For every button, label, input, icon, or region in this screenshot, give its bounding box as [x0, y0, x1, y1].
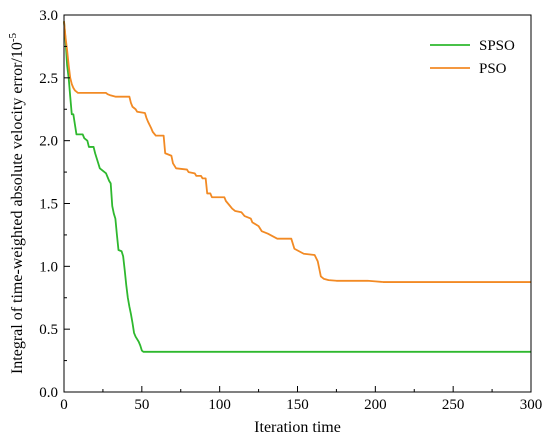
x-axis-title: Iteration time — [254, 419, 341, 436]
x-tick-label: 250 — [442, 397, 465, 413]
y-tick-label: 0.0 — [39, 385, 58, 401]
series-line-spso — [63, 21, 531, 353]
series-line-pso — [63, 21, 531, 283]
y-tick-label: 1.5 — [39, 197, 58, 213]
y-tick-label: 2.0 — [39, 134, 58, 150]
ticks-layer: 0 50 100 150 200 250 300 0.0 0.5 1.0 1.5 2.0 2.5 3.0 — [39, 8, 542, 413]
legend-label-spso: SPSO — [479, 38, 515, 54]
plot-frame — [63, 14, 532, 393]
y-tick-label: 3.0 — [39, 8, 58, 24]
legend-label-pso: PSO — [479, 61, 507, 77]
x-tick-label: 50 — [134, 397, 149, 413]
y-tick-label: 0.5 — [39, 322, 58, 338]
y-axis-title-main: Integral of time-weighted absolute veloc… — [9, 42, 26, 374]
y-axis-title-superscript: -5 — [7, 32, 19, 42]
y-tick-label: 1.0 — [39, 259, 58, 275]
x-tick-label: 200 — [364, 397, 387, 413]
x-tick-label: 100 — [208, 397, 231, 413]
x-tick-label: 0 — [60, 397, 68, 413]
x-tick-label: 150 — [286, 397, 309, 413]
y-tick-label: 2.5 — [39, 71, 58, 87]
y-axis-title: Integral of time-weighted absolute veloc… — [7, 32, 26, 374]
series-layer — [63, 21, 531, 353]
legend: SPSO PSO — [430, 38, 515, 77]
x-tick-label: 300 — [520, 397, 543, 413]
